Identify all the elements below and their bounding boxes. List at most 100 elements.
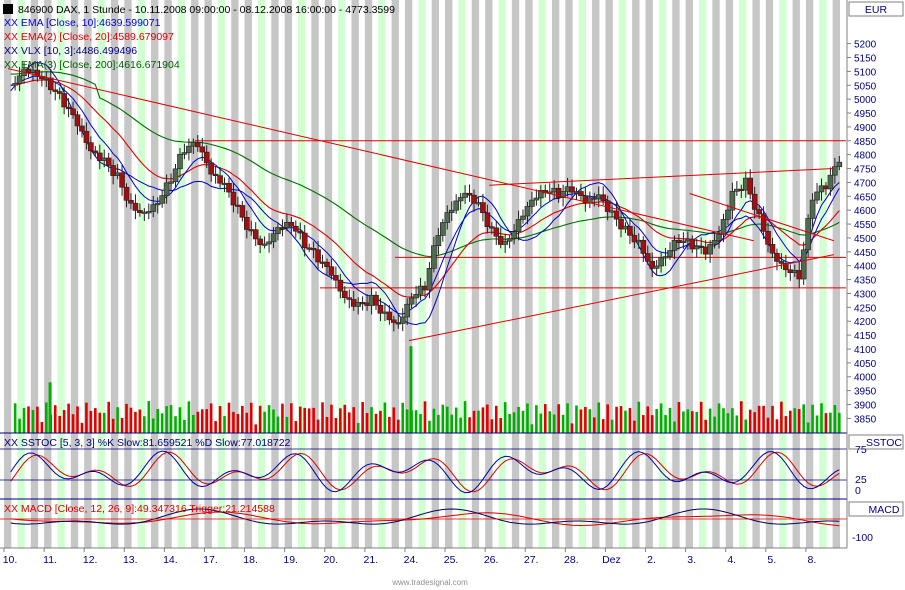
candle-up — [827, 174, 834, 190]
volume-bar — [646, 406, 650, 433]
session-band — [605, 0, 613, 548]
candle-down — [774, 252, 780, 262]
session-band — [97, 0, 105, 548]
candle-down — [315, 249, 321, 263]
candle-down — [279, 227, 286, 230]
volume-bar — [459, 417, 462, 433]
volume-bar — [67, 403, 70, 433]
candle-down — [644, 253, 651, 262]
candle-down — [373, 294, 379, 306]
legend-ema10[interactable]: XX EMA [Close, 10]:4639.599071 — [4, 17, 161, 29]
session-band — [191, 0, 199, 548]
price-tick-label: 4950 — [854, 109, 877, 120]
time-tick-label: 8. — [808, 554, 817, 566]
volume-bar — [450, 414, 454, 433]
candle-down — [333, 275, 339, 281]
candle-down — [342, 290, 348, 299]
candle-up — [662, 256, 669, 259]
candle-down — [65, 106, 72, 110]
volume-bar — [209, 403, 213, 433]
volume-bar — [294, 421, 298, 433]
candle-up — [172, 168, 179, 183]
time-tick-label: 2. — [647, 554, 656, 566]
stoch-k-line — [10, 450, 840, 494]
price-tick-label: 4900 — [854, 123, 877, 134]
session-band — [672, 0, 680, 548]
volume-bar — [539, 413, 543, 433]
candle-down — [769, 244, 776, 254]
candlesticks — [12, 61, 843, 332]
volume-bar — [659, 403, 663, 433]
session-band — [685, 0, 693, 548]
price-tick-label: 4850 — [854, 137, 877, 148]
legend-stoch[interactable]: XX SSTOC [5, 3, 3] %K Slow:81.659521 %D … — [4, 437, 291, 449]
candle-down — [83, 130, 90, 143]
candle-up — [529, 199, 535, 207]
volume-bar — [267, 405, 271, 433]
volume-bar — [641, 415, 645, 433]
volume-bar — [374, 413, 378, 433]
volume-bar — [249, 402, 253, 433]
volume-bar — [637, 401, 641, 433]
session-band — [725, 0, 734, 548]
volume-bar — [178, 407, 182, 433]
candle-up — [261, 243, 268, 246]
candle-down — [297, 230, 304, 234]
volume-bar — [187, 401, 191, 433]
volume-bar — [174, 416, 177, 433]
volume-bar — [58, 415, 61, 433]
candle-down — [230, 191, 237, 206]
volume-bar — [53, 405, 57, 433]
volume-bar — [165, 406, 168, 433]
trend-line — [489, 168, 834, 186]
volume-bar — [138, 409, 142, 433]
volume-bar — [205, 409, 209, 433]
session-band — [511, 0, 520, 548]
candle-up — [163, 182, 170, 196]
time-tick-label: 28. — [564, 554, 579, 566]
stoch-tick-25: 25 — [855, 474, 867, 486]
volume-bar — [570, 423, 574, 433]
candle-down — [96, 152, 103, 161]
session-band — [805, 0, 814, 548]
volume-bar — [686, 409, 690, 433]
candle-down — [578, 191, 584, 196]
legend-vlx[interactable]: XX VLX [10, 3]:4486.499496 — [4, 45, 137, 57]
candle-down — [600, 194, 607, 201]
candle-up — [413, 294, 419, 299]
trend-line — [408, 254, 835, 342]
time-tick-label: 18. — [243, 554, 258, 566]
session-band — [124, 0, 132, 548]
volume-bar — [454, 407, 458, 433]
candle-up — [399, 316, 406, 324]
candle-down — [324, 261, 330, 267]
candle-down — [56, 91, 63, 94]
volume-bar — [218, 406, 222, 433]
legend-ema20[interactable]: XX EMA(2) [Close, 20]:4589.679097 — [4, 31, 174, 43]
candle-up — [707, 243, 713, 255]
volume-bar — [347, 412, 351, 433]
volume-bar — [713, 416, 716, 433]
price-tick-label: 3850 — [854, 414, 877, 425]
volume-bar — [789, 410, 792, 433]
chart-menu-icon[interactable] — [3, 4, 13, 14]
volume-bar — [258, 405, 262, 433]
volume-bar — [405, 409, 409, 433]
session-band — [779, 0, 787, 548]
candle-up — [12, 83, 18, 86]
candle-down — [751, 193, 758, 210]
price-tick-label: 4150 — [854, 331, 877, 342]
session-band — [551, 0, 560, 548]
session-band — [271, 0, 279, 548]
session-bands — [4, 0, 840, 548]
time-tick-label: 26. — [484, 554, 499, 566]
session-band — [618, 0, 627, 548]
candle-down — [497, 235, 504, 245]
legend-macd[interactable]: XX MACD [Close, 12, 26, 9]:49.347316 Tri… — [4, 503, 275, 515]
candle-up — [720, 219, 727, 235]
legend-ema200[interactable]: XX EMA(3) [Close, 200]:4616.671904 — [4, 59, 180, 71]
session-band — [70, 0, 79, 548]
macd-line — [10, 508, 840, 525]
candle-up — [444, 212, 451, 223]
session-band — [458, 0, 466, 548]
